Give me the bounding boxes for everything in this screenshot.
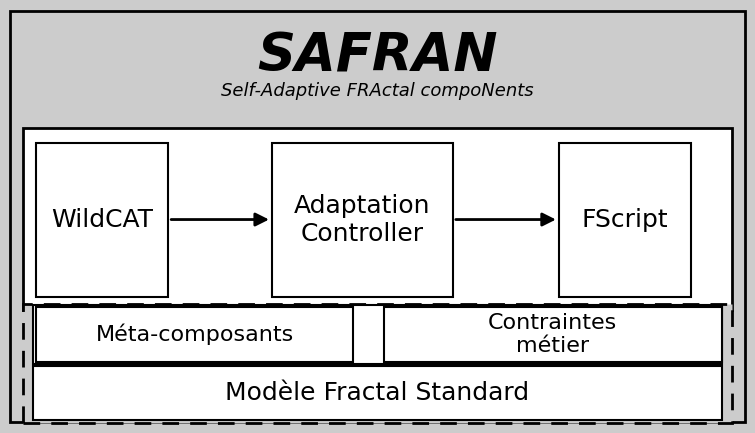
Bar: [272, 143, 453, 297]
Text: WildCAT: WildCAT: [51, 208, 153, 232]
Bar: [559, 143, 691, 297]
Bar: [23, 128, 732, 310]
Text: Méta-composants: Méta-composants: [96, 324, 294, 345]
Text: Adaptation
Controller: Adaptation Controller: [294, 194, 430, 246]
Text: FScript: FScript: [581, 208, 668, 232]
Bar: [33, 366, 722, 420]
Text: Modèle Fractal Standard: Modèle Fractal Standard: [226, 381, 529, 405]
Text: SAFRAN: SAFRAN: [257, 30, 498, 82]
Bar: [36, 143, 168, 297]
Bar: [384, 307, 722, 362]
Bar: [36, 307, 353, 362]
Text: Self-Adaptive FRActal compoNents: Self-Adaptive FRActal compoNents: [221, 82, 534, 100]
Bar: [23, 304, 732, 423]
Text: Contraintes
métier: Contraintes métier: [488, 313, 618, 356]
Bar: [33, 305, 722, 364]
